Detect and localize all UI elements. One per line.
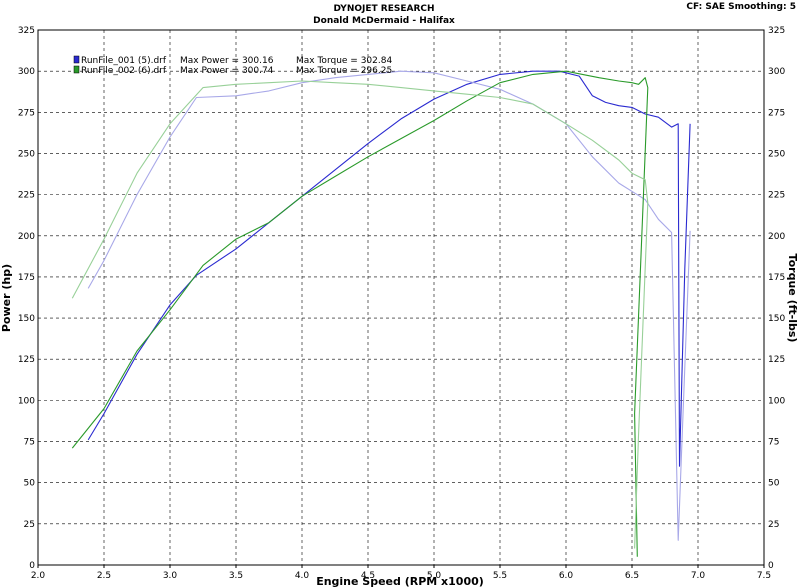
header-company: DYNOJET RESEARCH [333, 4, 434, 14]
y2-tick-label: 250 [768, 149, 785, 159]
x-tick-labels: 2.0 2.5 3.0 3.5 4.0 4.5 5.0 5.5 6.0 6.5 7.0 7.5 [31, 571, 771, 581]
y-tick-label: 325 [18, 26, 35, 36]
y-tick-label: 150 [18, 314, 35, 324]
legend-power-run2: Max Power = 300.74 [180, 66, 274, 76]
x-tick-label: 6.0 [559, 571, 574, 581]
y-tick-label: 300 [18, 67, 35, 77]
y2-tick-label: 0 [768, 561, 774, 571]
header-info: CF: SAE Smoothing: 5 [686, 2, 796, 12]
series-line-power [71, 70, 649, 557]
legend-file-run2: RunFile_002 (6).drf [81, 66, 167, 76]
legend: RunFile_001 (5).drf Max Power = 300.16 M… [73, 55, 392, 76]
plot-area [37, 29, 765, 566]
legend-torque-run1: Max Torque = 302.84 [296, 56, 392, 66]
legend-power-run1: Max Power = 300.16 [180, 56, 274, 66]
x-tick-label: 2.0 [31, 571, 46, 581]
y-tick-label: 175 [18, 273, 35, 283]
y2-tick-label: 200 [768, 232, 785, 242]
y-tick-label: 250 [18, 149, 35, 159]
y2-tick-label: 325 [768, 26, 785, 36]
x-tick-label: 5.0 [427, 571, 442, 581]
y-tick-label: 75 [24, 438, 35, 448]
x-tick-label: 2.5 [97, 571, 111, 581]
y2-tick-label: 275 [768, 108, 785, 118]
x-tick-label: 5.5 [493, 571, 507, 581]
y-tick-label: 200 [18, 232, 35, 242]
y-tick-label: 0 [29, 561, 35, 571]
y2-tick-label: 125 [768, 355, 785, 365]
x-tick-label: 7.0 [691, 571, 706, 581]
header-customer: Donald McDermaid - Halifax [313, 16, 455, 26]
y2-tick-label: 175 [768, 273, 785, 283]
x-axis-label: Engine Speed (RPM x1000) [316, 575, 484, 588]
legend-swatch-run1 [73, 55, 80, 64]
y-tick-label: 275 [18, 108, 35, 118]
y-tick-labels: 0 25 50 75 100 125 150 175 200 225 250 275 300 325 [18, 26, 35, 571]
y2-tick-label: 25 [768, 520, 779, 530]
series-line-power [87, 70, 691, 467]
y-tick-label: 225 [18, 191, 35, 201]
y2-tick-label: 300 [768, 67, 785, 77]
legend-swatch-run2 [73, 65, 80, 74]
y-axis-label: Power (hp) [0, 264, 13, 332]
y-tick-label: 50 [24, 479, 36, 489]
x-tick-label: 3.0 [163, 571, 178, 581]
legend-file-run1: RunFile_001 (5).drf [81, 56, 167, 66]
y-tick-label: 125 [18, 355, 35, 365]
y2-axis-label: Torque (ft-lbs) [786, 254, 799, 343]
y2-tick-label: 100 [768, 396, 785, 406]
x-tick-label: 4.5 [361, 571, 375, 581]
x-tick-label: 7.5 [757, 571, 771, 581]
y2-tick-labels: 0 25 50 75 100 125 150 175 200 225 250 275 300 325 [768, 26, 785, 571]
series-lines [71, 70, 691, 557]
x-tick-label: 6.5 [625, 571, 639, 581]
series-line-torque [87, 70, 691, 541]
y2-tick-label: 225 [768, 191, 785, 201]
y2-tick-label: 50 [768, 479, 780, 489]
y-tick-label: 25 [24, 520, 35, 530]
legend-torque-run2: Max Torque = 296.25 [296, 66, 392, 76]
y2-tick-label: 150 [768, 314, 785, 324]
y2-tick-label: 75 [768, 438, 779, 448]
y-tick-label: 100 [18, 396, 35, 406]
series-line-torque [71, 80, 649, 549]
x-tick-label: 4.0 [295, 571, 310, 581]
x-tick-label: 3.5 [229, 571, 243, 581]
